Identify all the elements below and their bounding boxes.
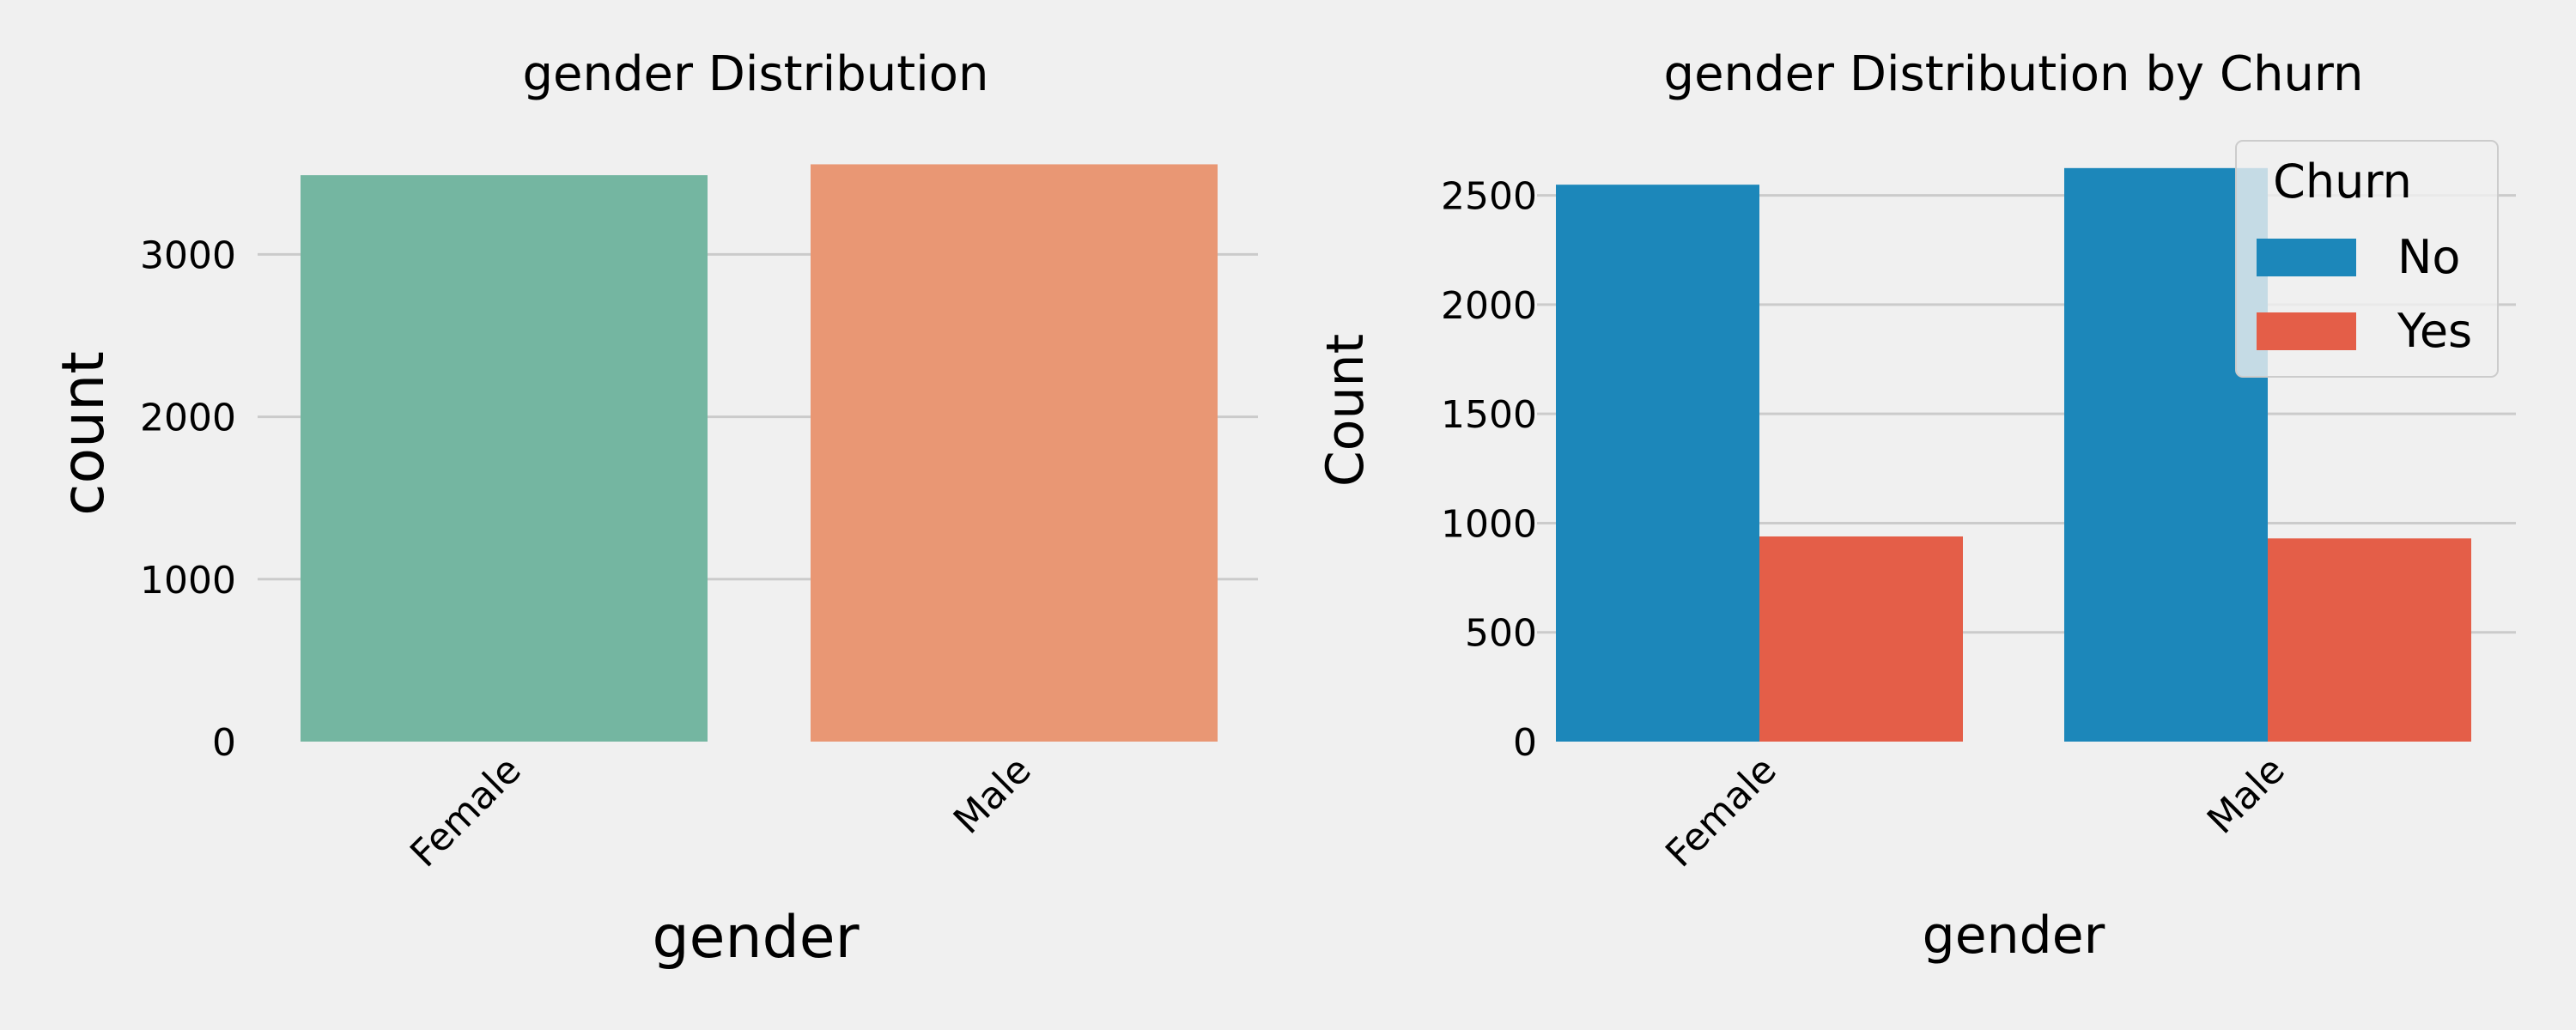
legend-label-yes: Yes: [2397, 304, 2472, 358]
legend-swatch-no: [2257, 239, 2356, 276]
legend-label-no: No: [2397, 230, 2460, 284]
y-tick-label: 0: [212, 721, 236, 765]
left-chart-x-axis-label: gender: [652, 904, 859, 972]
bar-female-yes: [1759, 536, 1963, 742]
left-chart-y-ticks: 0 1000 2000 3000: [140, 233, 236, 765]
y-tick-label: 1500: [1441, 393, 1537, 437]
x-tick-label: Male: [945, 748, 1040, 843]
chart-gender-distribution-by-churn: 0 500 1000 1500 2000 2500 Female Male gender D…: [1315, 46, 2516, 966]
right-chart-title: gender Distribution by Churn: [1664, 46, 2364, 102]
y-tick-label: 500: [1465, 612, 1537, 656]
y-tick-label: 1000: [1441, 502, 1537, 546]
left-chart-bars: [301, 164, 1218, 742]
y-tick-label: 2000: [140, 397, 236, 440]
x-tick-label: Female: [402, 748, 530, 876]
bar-male-yes: [2268, 538, 2471, 742]
right-chart-y-axis-label: Count: [1315, 334, 1376, 487]
y-tick-label: 2000: [1441, 284, 1537, 328]
right-chart-x-ticks: Female Male: [1657, 748, 2293, 876]
legend-swatch-yes: [2257, 312, 2356, 350]
right-chart-bars: [1556, 167, 2471, 742]
bar-male-no: [2064, 167, 2268, 742]
y-tick-label: 0: [1513, 721, 1537, 765]
left-chart-x-ticks: Female Male: [402, 748, 1040, 876]
bar-male: [811, 164, 1218, 742]
left-chart-title: gender Distribution: [522, 46, 988, 102]
x-tick-label: Male: [2199, 748, 2293, 843]
bar-female: [301, 175, 708, 742]
x-tick-label: Female: [1657, 748, 1785, 876]
y-tick-label: 3000: [140, 233, 236, 277]
right-chart-x-axis-label: gender: [1923, 906, 2105, 966]
chart-gender-distribution: 0 1000 2000 3000 Female Male gender Distribu…: [50, 46, 1258, 972]
y-tick-label: 1000: [140, 559, 236, 603]
y-tick-label: 2500: [1441, 175, 1537, 219]
right-chart-y-ticks: 0 500 1000 1500 2000 2500: [1441, 175, 1537, 765]
left-chart-y-axis-label: count: [50, 351, 118, 516]
legend-title: Churn: [2273, 154, 2412, 209]
legend: Churn No Yes: [2235, 140, 2499, 378]
bar-female-no: [1556, 185, 1759, 742]
